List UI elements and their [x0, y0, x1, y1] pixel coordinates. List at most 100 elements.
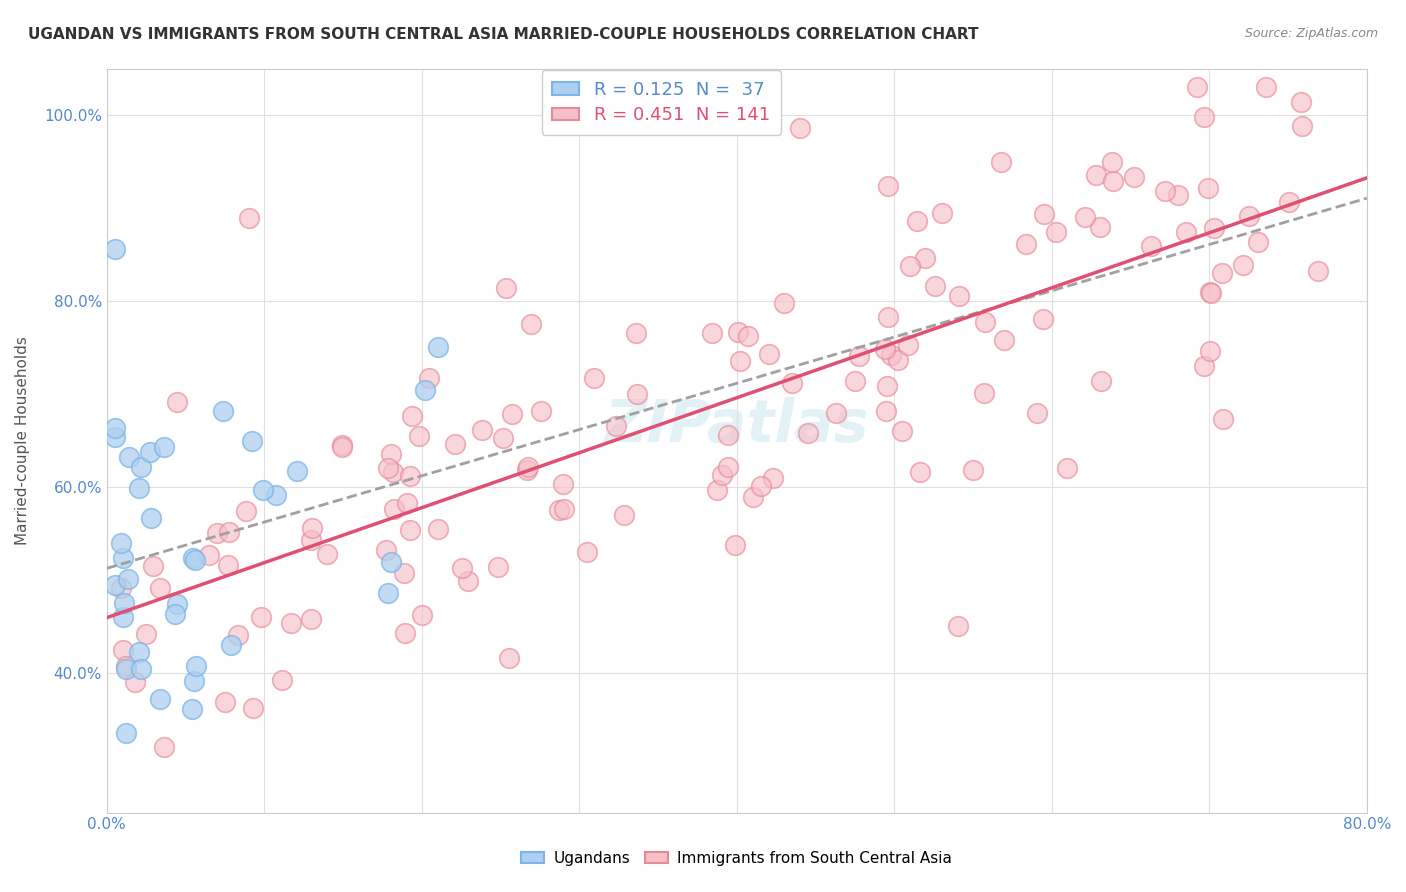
Point [1015, 237, 1038, 252]
Point [280, 615, 302, 630]
Point [471, 424, 494, 438]
Point [129, 459, 152, 474]
Point [427, 522, 450, 536]
Point [891, 424, 914, 438]
Point [394, 566, 416, 581]
Point [948, 289, 970, 303]
Point [1232, 258, 1254, 272]
Point [408, 429, 430, 443]
Point [825, 406, 848, 420]
Point [299, 612, 322, 626]
Point [451, 561, 474, 575]
Point [374, 542, 396, 557]
Point [583, 371, 606, 385]
Point [492, 431, 515, 445]
Point [717, 428, 740, 442]
Point [1306, 264, 1329, 278]
Point [1090, 374, 1112, 388]
Point [717, 459, 740, 474]
Point [737, 328, 759, 343]
Point [153, 740, 176, 755]
Point [1247, 235, 1270, 249]
Point [115, 726, 138, 740]
Point [316, 547, 339, 561]
Point [457, 574, 479, 588]
Point [749, 479, 772, 493]
Point [1074, 210, 1097, 224]
Point [575, 545, 598, 559]
Point [1192, 110, 1215, 124]
Point [299, 533, 322, 547]
Point [789, 121, 811, 136]
Text: Source: ZipAtlas.com: Source: ZipAtlas.com [1244, 27, 1378, 40]
Point [264, 488, 287, 502]
Point [181, 551, 204, 566]
Point [797, 425, 820, 440]
Point [498, 650, 520, 665]
Point [377, 585, 399, 599]
Point [1187, 80, 1209, 95]
Point [240, 434, 263, 449]
Point [897, 337, 920, 351]
Point [330, 440, 353, 454]
Point [887, 353, 910, 368]
Point [110, 582, 132, 596]
Point [149, 581, 172, 595]
Point [112, 643, 135, 657]
Point [782, 376, 804, 390]
Point [553, 476, 575, 491]
Point [990, 155, 1012, 169]
Point [876, 310, 898, 324]
Point [848, 349, 870, 363]
Point [844, 374, 866, 388]
Point [184, 552, 207, 566]
Point [710, 468, 733, 483]
Point [931, 206, 953, 220]
Point [382, 501, 405, 516]
Point [624, 326, 647, 341]
Point [962, 463, 984, 477]
Point [877, 178, 900, 193]
Point [401, 409, 423, 423]
Point [880, 348, 903, 362]
Point [1102, 174, 1125, 188]
Point [180, 702, 202, 716]
Point [700, 326, 723, 340]
Point [114, 662, 136, 676]
Point [128, 482, 150, 496]
Point [399, 523, 422, 537]
Point [1032, 312, 1054, 326]
Point [1084, 169, 1107, 183]
Point [873, 342, 896, 356]
Point [117, 573, 139, 587]
Point [129, 662, 152, 676]
Point [1154, 184, 1177, 198]
Point [946, 619, 969, 633]
Point [727, 326, 749, 340]
Point [724, 538, 747, 552]
Point [762, 471, 785, 485]
Point [876, 378, 898, 392]
Point [1033, 207, 1056, 221]
Point [613, 508, 636, 522]
Point [153, 441, 176, 455]
Point [207, 525, 229, 540]
Point [381, 465, 404, 479]
Point [1101, 155, 1123, 169]
Point [252, 483, 274, 497]
Point [1198, 343, 1220, 358]
Point [973, 385, 995, 400]
Point [914, 251, 936, 265]
Point [183, 674, 205, 689]
Point [218, 525, 240, 540]
Point [495, 280, 517, 294]
Point [396, 496, 419, 510]
Point [271, 673, 294, 688]
Point [118, 450, 141, 465]
Point [875, 404, 897, 418]
Point [547, 503, 569, 517]
Point [149, 691, 172, 706]
Point [426, 340, 449, 354]
Point [974, 315, 997, 329]
Point [486, 559, 509, 574]
